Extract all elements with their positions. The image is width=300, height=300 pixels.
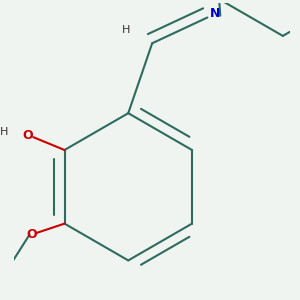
Text: N: N [210,7,220,20]
Text: H: H [122,26,130,35]
Text: O: O [26,228,37,241]
Text: H: H [0,127,8,136]
Text: O: O [22,129,33,142]
